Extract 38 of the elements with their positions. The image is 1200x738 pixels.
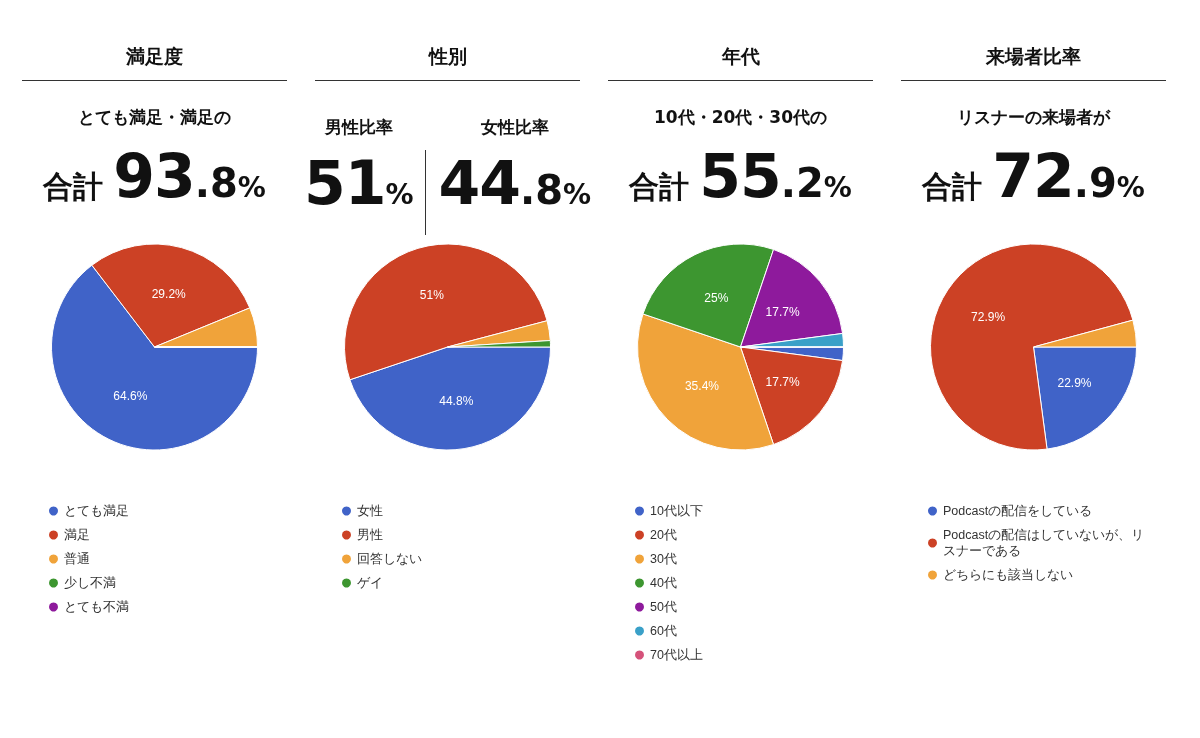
chart-subtitle: 10代・20代・30代の [653,106,828,129]
chart-title: 来場者比率 [901,44,1166,81]
legend-label: 10代以下 [650,504,703,518]
legend-label: 70代以上 [650,648,703,662]
text: 女性比率 44.8% [438,116,592,218]
chart-title: 満足度 [22,44,287,81]
legend-label: Podcastの配信はしていないが、リスナーである [943,528,1145,558]
data-label: 72.9% [971,309,1006,324]
data-label: 51% [419,287,445,302]
legend-label: 女性 [357,504,383,518]
legend-label: 回答しない [357,552,422,566]
data-label: 29.2% [151,287,187,302]
legend-label: 30代 [650,552,677,566]
data-label: 35.4% [684,378,720,393]
chart-title: 年代 [608,44,873,81]
legend-label: 男性 [357,528,383,542]
chart-subtitle: リスナーの来場者が [956,106,1112,129]
legend-label: とても不満 [64,600,129,614]
data-label: 17.7% [765,374,800,389]
legend-label: 満足 [64,528,90,542]
data-label: 25% [704,291,729,306]
data-label: 44.8% [439,393,474,408]
chart-subtitle: とても満足・満足の [77,106,232,129]
data-label: 17.7% [765,305,800,320]
legend-label: 20代 [650,528,677,542]
data-label: 64.6% [113,388,148,403]
legend-label: 60代 [650,624,677,638]
legend-label: どちらにも該当しない [943,567,1073,582]
data-label: 22.9% [1057,375,1092,390]
legend-label: 普通 [64,551,90,566]
legend-label: Podcastの配信をしている [943,504,1093,518]
legend-label: 40代 [650,576,677,590]
text: 男性比率 51% [303,116,414,218]
legend-label: ゲイ [357,576,383,590]
legend-label: 50代 [650,600,677,614]
chart-title: 性別 [315,44,580,81]
legend-label: 少し不満 [64,576,116,590]
legend-label: とても満足 [64,504,129,518]
